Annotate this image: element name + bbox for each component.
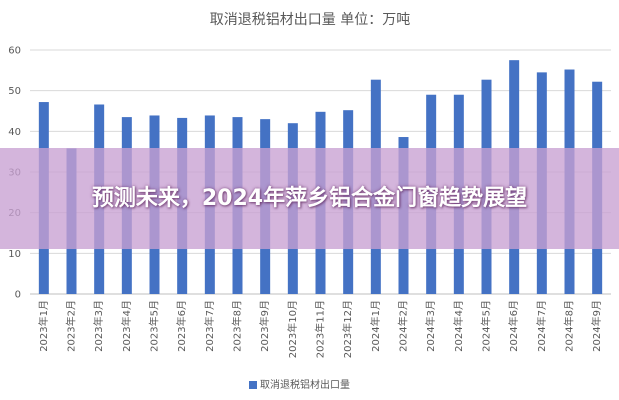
x-axis-ticks: 2023年1月 2023年2月 2023年3月 2023年4月 2023年5月 2023年… — [37, 300, 603, 358]
y-tick-label: 0 — [15, 290, 21, 301]
x-tick-label: 2024年5月 — [480, 300, 493, 352]
x-tick-label: 2023年9月 — [258, 300, 271, 352]
x-tick-label: 2024年7月 — [535, 300, 548, 352]
legend-swatch — [249, 381, 257, 389]
legend-label: 取消退税铝材出口量 — [260, 378, 350, 391]
x-tick-label: 2023年7月 — [203, 300, 216, 352]
x-tick-label: 2023年10月 — [286, 300, 299, 358]
x-tick-label: 2023年8月 — [231, 300, 244, 352]
x-tick-label: 2023年4月 — [120, 300, 133, 352]
x-tick-label: 2024年1月 — [369, 300, 382, 352]
x-tick-label: 2024年3月 — [424, 300, 437, 352]
x-tick-label: 2023年6月 — [175, 300, 188, 352]
y-tick-label: 50 — [8, 86, 21, 97]
x-tick-label: 2024年8月 — [563, 300, 576, 352]
x-tick-label: 2024年2月 — [397, 300, 410, 352]
headline-text: 预测未来，2024年萍乡铝合金门窗趋势展望 — [91, 185, 528, 211]
x-tick-label: 2023年5月 — [148, 300, 161, 352]
x-tick-label: 2024年9月 — [590, 300, 603, 352]
y-tick-label: 60 — [8, 46, 21, 57]
y-tick-label: 10 — [8, 249, 21, 260]
x-tick-label: 2024年6月 — [507, 300, 520, 352]
x-tick-label: 2023年1月 — [37, 300, 50, 352]
legend: 取消退税铝材出口量 — [249, 378, 350, 391]
x-tick-label: 2023年12月 — [341, 300, 354, 358]
x-tick-label: 2023年11月 — [314, 300, 327, 358]
y-tick-label: 40 — [8, 127, 21, 138]
chart-title: 取消退税铝材出口量 单位：万吨 — [210, 12, 410, 28]
headline-banner: 预测未来，2024年萍乡铝合金门窗趋势展望 — [0, 148, 619, 249]
x-tick-label: 2023年2月 — [65, 300, 78, 352]
x-tick-label: 2024年4月 — [452, 300, 465, 352]
x-tick-label: 2023年3月 — [92, 300, 105, 352]
